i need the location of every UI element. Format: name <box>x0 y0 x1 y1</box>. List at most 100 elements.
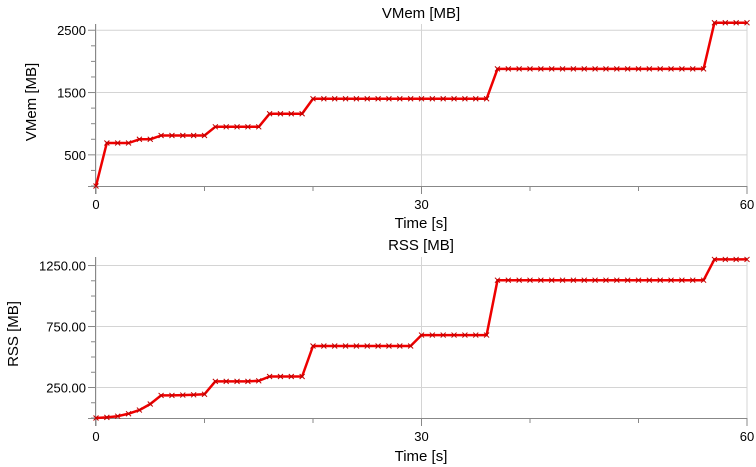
data-point-marker <box>364 343 371 349</box>
data-point-marker <box>570 66 577 72</box>
data-point-marker <box>679 66 685 72</box>
x-tick-label: 0 <box>92 197 99 212</box>
data-point-marker <box>418 95 425 102</box>
data-point-marker <box>386 95 392 102</box>
grid <box>95 24 748 186</box>
data-point-marker <box>472 95 479 102</box>
data-point-marker <box>407 343 414 349</box>
data-point-marker <box>527 277 533 284</box>
data-point-marker <box>462 332 468 338</box>
data-point-marker <box>169 392 175 399</box>
data-point-marker <box>320 343 327 349</box>
data-point-marker <box>527 66 533 72</box>
data-point-marker <box>310 95 316 102</box>
data-point-marker <box>603 66 609 72</box>
data-point-marker <box>375 343 381 349</box>
data-point-marker <box>320 95 327 102</box>
data-point-marker <box>711 256 718 263</box>
data-point-marker <box>744 19 750 26</box>
x-tick-label: 30 <box>414 429 428 444</box>
data-point-marker <box>483 332 490 338</box>
data-point-marker <box>277 110 284 117</box>
data-point-marker <box>657 277 664 284</box>
data-point-marker <box>234 378 240 385</box>
x-tick-label: 30 <box>414 197 428 212</box>
data-point-marker <box>494 66 501 72</box>
ticks: 0 30 60 500 1500 2500 <box>57 23 754 212</box>
data-point-marker <box>396 95 403 102</box>
data-point-marker <box>505 66 512 72</box>
x-tick-label: 0 <box>92 429 99 444</box>
data-point-marker <box>103 414 110 421</box>
y-tick-label: 1500 <box>57 86 86 101</box>
data-point-marker <box>451 332 457 338</box>
data-point-marker <box>613 277 620 284</box>
data-point-marker <box>288 373 295 380</box>
data-point-marker <box>483 95 490 102</box>
data-point-marker <box>288 110 295 117</box>
data-point-marker <box>158 132 164 139</box>
data-point-marker <box>299 373 306 380</box>
x-axis-label: Time [s] <box>395 448 448 465</box>
data-point-marker <box>679 277 685 284</box>
ticks: 0 30 60 250.00 750.00 1250.00 <box>39 259 754 444</box>
data-point-marker <box>255 377 262 384</box>
series-group <box>93 256 750 421</box>
data-point-marker <box>223 378 230 385</box>
data-point-marker <box>505 277 512 284</box>
vmem-chart: VMem [MB] VMem [MB] Time [s] 0 30 60 500 150… <box>23 5 754 232</box>
data-point-marker <box>201 391 208 398</box>
data-point-marker <box>603 277 609 284</box>
data-point-marker <box>462 95 468 102</box>
data-point-marker <box>744 256 750 263</box>
data-point-marker <box>440 95 447 102</box>
data-point-marker <box>559 66 566 72</box>
data-point-marker <box>418 332 425 338</box>
data-point-marker <box>386 343 392 349</box>
data-point-marker <box>689 66 696 72</box>
chart-title: VMem [MB] <box>382 5 460 22</box>
data-point-marker <box>581 66 588 72</box>
data-point-marker <box>592 66 598 72</box>
data-point-marker <box>147 136 154 143</box>
data-point-marker <box>201 132 208 139</box>
data-point-marker <box>179 392 186 398</box>
axes <box>88 24 747 194</box>
data-point-marker <box>494 277 501 284</box>
data-point-marker <box>125 140 132 146</box>
data-point-marker <box>440 332 447 338</box>
data-point-marker <box>136 407 143 413</box>
data-point-marker <box>396 343 403 349</box>
data-point-marker <box>223 123 230 130</box>
data-point-marker <box>700 277 707 284</box>
y-tick-label: 250.00 <box>46 381 86 396</box>
data-point-marker <box>472 332 479 338</box>
data-point-marker <box>212 378 219 385</box>
data-point-marker <box>125 410 132 417</box>
data-point-marker <box>429 332 436 338</box>
data-point-marker <box>581 277 588 284</box>
data-point-marker <box>266 373 273 380</box>
data-point-marker <box>624 277 631 284</box>
data-point-marker <box>733 256 740 263</box>
data-point-marker <box>722 19 729 26</box>
data-point-marker <box>635 277 642 284</box>
data-point-marker <box>93 415 99 421</box>
data-point-marker <box>689 277 696 284</box>
data-point-marker <box>364 95 371 102</box>
data-point-marker <box>407 95 414 102</box>
data-point-marker <box>635 66 642 72</box>
data-point-marker <box>548 66 555 72</box>
data-point-marker <box>353 95 360 102</box>
x-tick-label: 60 <box>740 429 754 444</box>
data-point-marker <box>245 123 251 130</box>
y-tick-label: 500 <box>64 148 86 163</box>
data-point-marker <box>657 66 664 72</box>
data-point-marker <box>668 277 674 284</box>
data-point-marker <box>212 123 219 130</box>
data-point-marker <box>668 66 674 72</box>
data-point-marker <box>342 95 349 102</box>
data-point-marker <box>114 140 121 146</box>
data-point-marker <box>700 66 707 72</box>
data-point-marker <box>245 378 251 385</box>
